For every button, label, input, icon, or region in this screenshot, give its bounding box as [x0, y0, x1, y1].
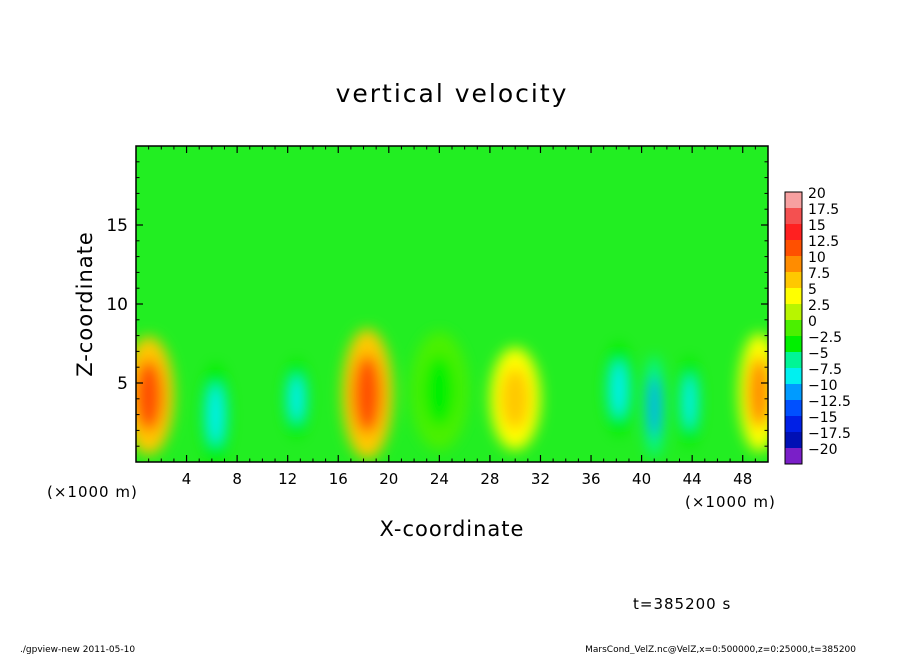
x-unit-label-left: (×1000 m)	[47, 483, 138, 501]
x-axis-ticks: 4 8 12 16 20 24 28 32 36 40 44 48	[148, 146, 756, 488]
colorbar-label: −17.5	[808, 426, 851, 442]
x-tick-label: 8	[232, 470, 242, 488]
colorbar-label: −20	[808, 442, 838, 458]
colorbar-segment	[785, 304, 802, 321]
colorbar-label: 17.5	[808, 202, 839, 218]
field-feature-core	[648, 375, 660, 438]
colorbar-label: −15	[808, 410, 838, 426]
colorbar-segment	[785, 384, 802, 401]
x-tick-label: 48	[733, 470, 752, 488]
field-feature-core	[747, 356, 768, 429]
field-feature-core	[501, 367, 530, 430]
y-axis-ticks: 5 10 15	[106, 161, 768, 447]
colorbar-frame	[784, 191, 803, 465]
colorbar: 2017.51512.5107.552.50−2.5−5−7.5−10−12.5…	[784, 186, 851, 465]
x-tick-label: 44	[683, 470, 702, 488]
y-tick-label: 15	[106, 216, 128, 236]
field-feature-core	[610, 360, 627, 418]
colorbar-label: 10	[808, 250, 826, 266]
field-feature-core	[423, 355, 456, 427]
x-tick-label: 16	[329, 470, 348, 488]
field-feature-core	[289, 375, 304, 423]
colorbar-segment	[785, 416, 802, 433]
colorbar-segment	[785, 240, 802, 257]
colorbar-segment	[785, 352, 802, 369]
colorbar-label: −7.5	[808, 362, 842, 378]
footer-left-note: ./gpview-new 2011-05-10	[20, 645, 135, 654]
colorbar-segment	[785, 432, 802, 449]
colorbar-segment	[785, 192, 802, 209]
time-label: t=385200 s	[633, 595, 731, 613]
colorbar-segment	[785, 336, 802, 353]
x-tick-label: 28	[480, 470, 499, 488]
y-axis-label: Z-coordinate	[73, 231, 97, 377]
field-features	[136, 328, 768, 462]
x-tick-label: 20	[379, 470, 398, 488]
field-feature-core	[207, 383, 224, 446]
y-tick-label: 5	[117, 374, 128, 394]
colorbar-label: 15	[808, 218, 826, 234]
field-feature-core	[353, 354, 382, 434]
field-feature-core	[136, 360, 163, 432]
x-tick-label: 40	[632, 470, 651, 488]
colorbar-label: −10	[808, 378, 838, 394]
chart-title: vertical velocity	[336, 79, 569, 108]
colorbar-segment	[785, 368, 802, 385]
colorbar-segment	[785, 400, 802, 417]
x-tick-label: 36	[581, 470, 600, 488]
x-axis-label: X-coordinate	[380, 517, 525, 541]
colorbar-label: 5	[808, 282, 817, 298]
x-tick-label: 4	[182, 470, 192, 488]
x-unit-label-right: (×1000 m)	[685, 493, 776, 511]
colorbar-label: −5	[808, 346, 829, 362]
colorbar-label: 20	[808, 186, 826, 202]
colorbar-segment	[785, 256, 802, 273]
colorbar-label: 12.5	[808, 234, 839, 250]
x-tick-label: 12	[278, 470, 297, 488]
colorbar-label: −12.5	[808, 394, 851, 410]
footer-right-note: MarsCond_VelZ.nc@VelZ,x=0:500000,z=0:250…	[585, 645, 856, 654]
x-tick-label: 24	[430, 470, 449, 488]
colorbar-segment	[785, 320, 802, 337]
colorbar-label: 2.5	[808, 298, 830, 314]
colorbar-segment	[785, 208, 802, 225]
field-feature-core	[683, 374, 696, 430]
colorbar-segment	[785, 272, 802, 289]
colorbar-segment	[785, 288, 802, 305]
x-tick-label: 32	[531, 470, 550, 488]
colorbar-segment	[785, 224, 802, 241]
colorbar-label: 0	[808, 314, 817, 330]
colorbar-label: −2.5	[808, 330, 842, 346]
colorbar-label: 7.5	[808, 266, 830, 282]
colorbar-segment	[785, 448, 802, 465]
y-tick-label: 10	[106, 295, 128, 315]
